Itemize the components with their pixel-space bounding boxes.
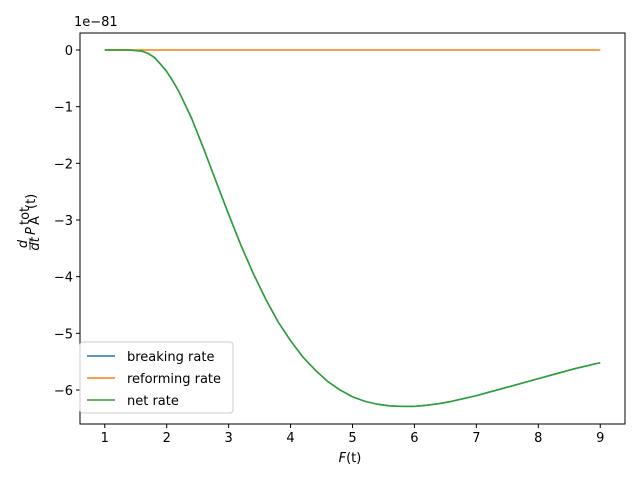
x-tick-label: 1 <box>101 431 109 446</box>
y-axis-ticks: 0 −1 −2 −3 −4 −5 −6 <box>54 44 80 399</box>
series-layer <box>104 49 601 408</box>
x-tick-label: 5 <box>348 431 356 446</box>
y-tick-label: 0 <box>65 44 73 59</box>
y-tick-label: −1 <box>54 101 73 116</box>
x-tick-label: 7 <box>472 431 480 446</box>
x-tick-label: 4 <box>286 431 294 446</box>
y-tick-label: −4 <box>54 271 73 286</box>
legend-box <box>79 341 234 414</box>
x-tick-label: 6 <box>410 431 418 446</box>
x-axis-ticks: 1 2 3 4 5 6 7 8 9 <box>101 424 604 446</box>
y-tick-label: −3 <box>54 214 73 229</box>
y-axis-label-frac-den: dt <box>28 236 43 250</box>
y-axis-label: d dt P tot A (t) <box>16 194 43 251</box>
series-line-net-rate <box>104 49 601 408</box>
y-tick-label: −6 <box>54 384 73 399</box>
y-axis-label-sub: A <box>28 216 43 225</box>
x-axis-label: F(t) <box>339 451 362 466</box>
y-axis-label-symbol: P <box>24 227 39 235</box>
y-axis-label-rest: (t) <box>24 194 39 209</box>
x-tick-label: 8 <box>534 431 542 446</box>
x-axis-label-symbol: F <box>339 451 347 466</box>
y-axis-label-frac-num: d <box>16 239 31 248</box>
legend-label: breaking rate <box>127 350 214 365</box>
x-axis-label-rest: (t) <box>346 451 361 466</box>
x-tick-label: 2 <box>163 431 171 446</box>
legend-label: net rate <box>127 394 179 409</box>
y-tick-label: −5 <box>54 327 73 342</box>
x-tick-label: 9 <box>596 431 604 446</box>
y-tick-label: −2 <box>54 157 73 172</box>
y-offset-text: 1e−81 <box>74 15 118 30</box>
legend-label: reforming rate <box>127 372 221 387</box>
x-tick-label: 3 <box>224 431 232 446</box>
legend: breaking rate reforming rate net rate <box>79 341 234 414</box>
y-axis-label-sup: tot <box>18 207 33 225</box>
